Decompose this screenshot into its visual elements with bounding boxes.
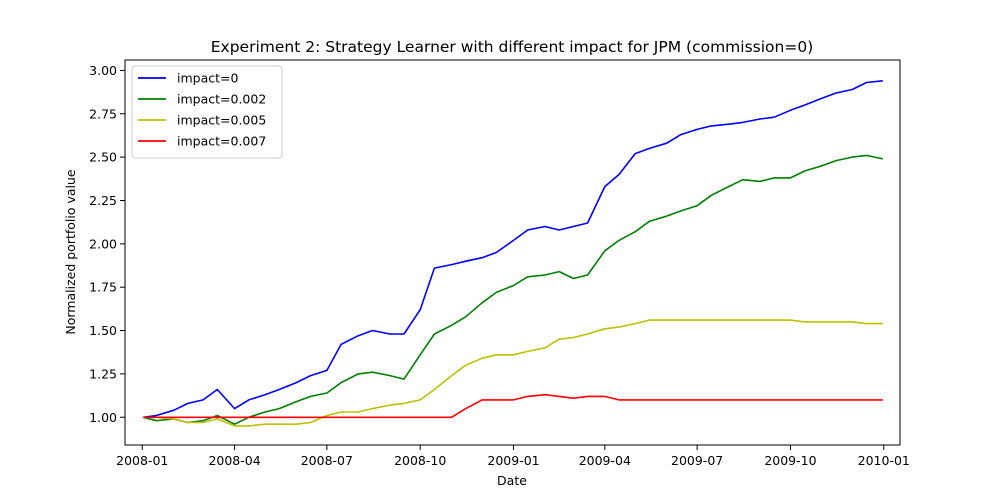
- legend-label-0: impact=0: [177, 71, 238, 86]
- series-line-2: [143, 319, 883, 427]
- y-tick-label: 2.75: [89, 106, 117, 121]
- chart-title: Experiment 2: Strategy Learner with diff…: [211, 38, 814, 56]
- y-tick-label: 1.75: [89, 280, 117, 295]
- y-tick-label: 2.50: [89, 150, 117, 165]
- x-tick-label: 2008-10: [394, 453, 446, 468]
- legend-label-2: impact=0.005: [177, 113, 266, 128]
- series-line-3: [143, 393, 883, 419]
- x-axis-label: Date: [497, 473, 527, 488]
- y-axis-ticks: 1.00 1.25 1.50 1.75 2.00 2.25 2.50 2.75 3.00: [89, 63, 125, 425]
- y-tick-label: 1.00: [89, 410, 117, 425]
- y-tick-label: 3.00: [89, 63, 117, 78]
- x-tick-label: 2008-01: [116, 453, 168, 468]
- y-axis-label: Normalized portfolio value: [63, 169, 78, 335]
- y-tick-label: 2.00: [89, 236, 117, 251]
- legend-label-1: impact=0.002: [177, 92, 266, 107]
- series-line-1: [143, 154, 883, 426]
- plot-frame: [124, 59, 901, 446]
- y-tick-label: 1.25: [89, 366, 117, 381]
- series-layer: [143, 80, 883, 427]
- x-tick-label: 2009-07: [671, 453, 723, 468]
- legend-box: [131, 65, 283, 159]
- series-line-0: [143, 80, 883, 419]
- x-tick-label: 2010-01: [858, 453, 910, 468]
- x-axis-ticks: 2008-01 2008-04 2008-07 2008-10 2009-01 2009-…: [116, 445, 910, 468]
- x-tick-label: 2008-04: [208, 453, 260, 468]
- x-tick-label: 2009-01: [487, 453, 539, 468]
- x-tick-label: 2009-10: [764, 453, 816, 468]
- x-tick-label: 2009-04: [579, 453, 631, 468]
- legend: impact=0 impact=0.002 impact=0.005 impact=0…: [131, 65, 283, 159]
- y-tick-label: 2.25: [89, 193, 117, 208]
- legend-label-3: impact=0.007: [177, 134, 266, 149]
- y-tick-label: 1.50: [89, 323, 117, 338]
- x-tick-label: 2008-07: [301, 453, 353, 468]
